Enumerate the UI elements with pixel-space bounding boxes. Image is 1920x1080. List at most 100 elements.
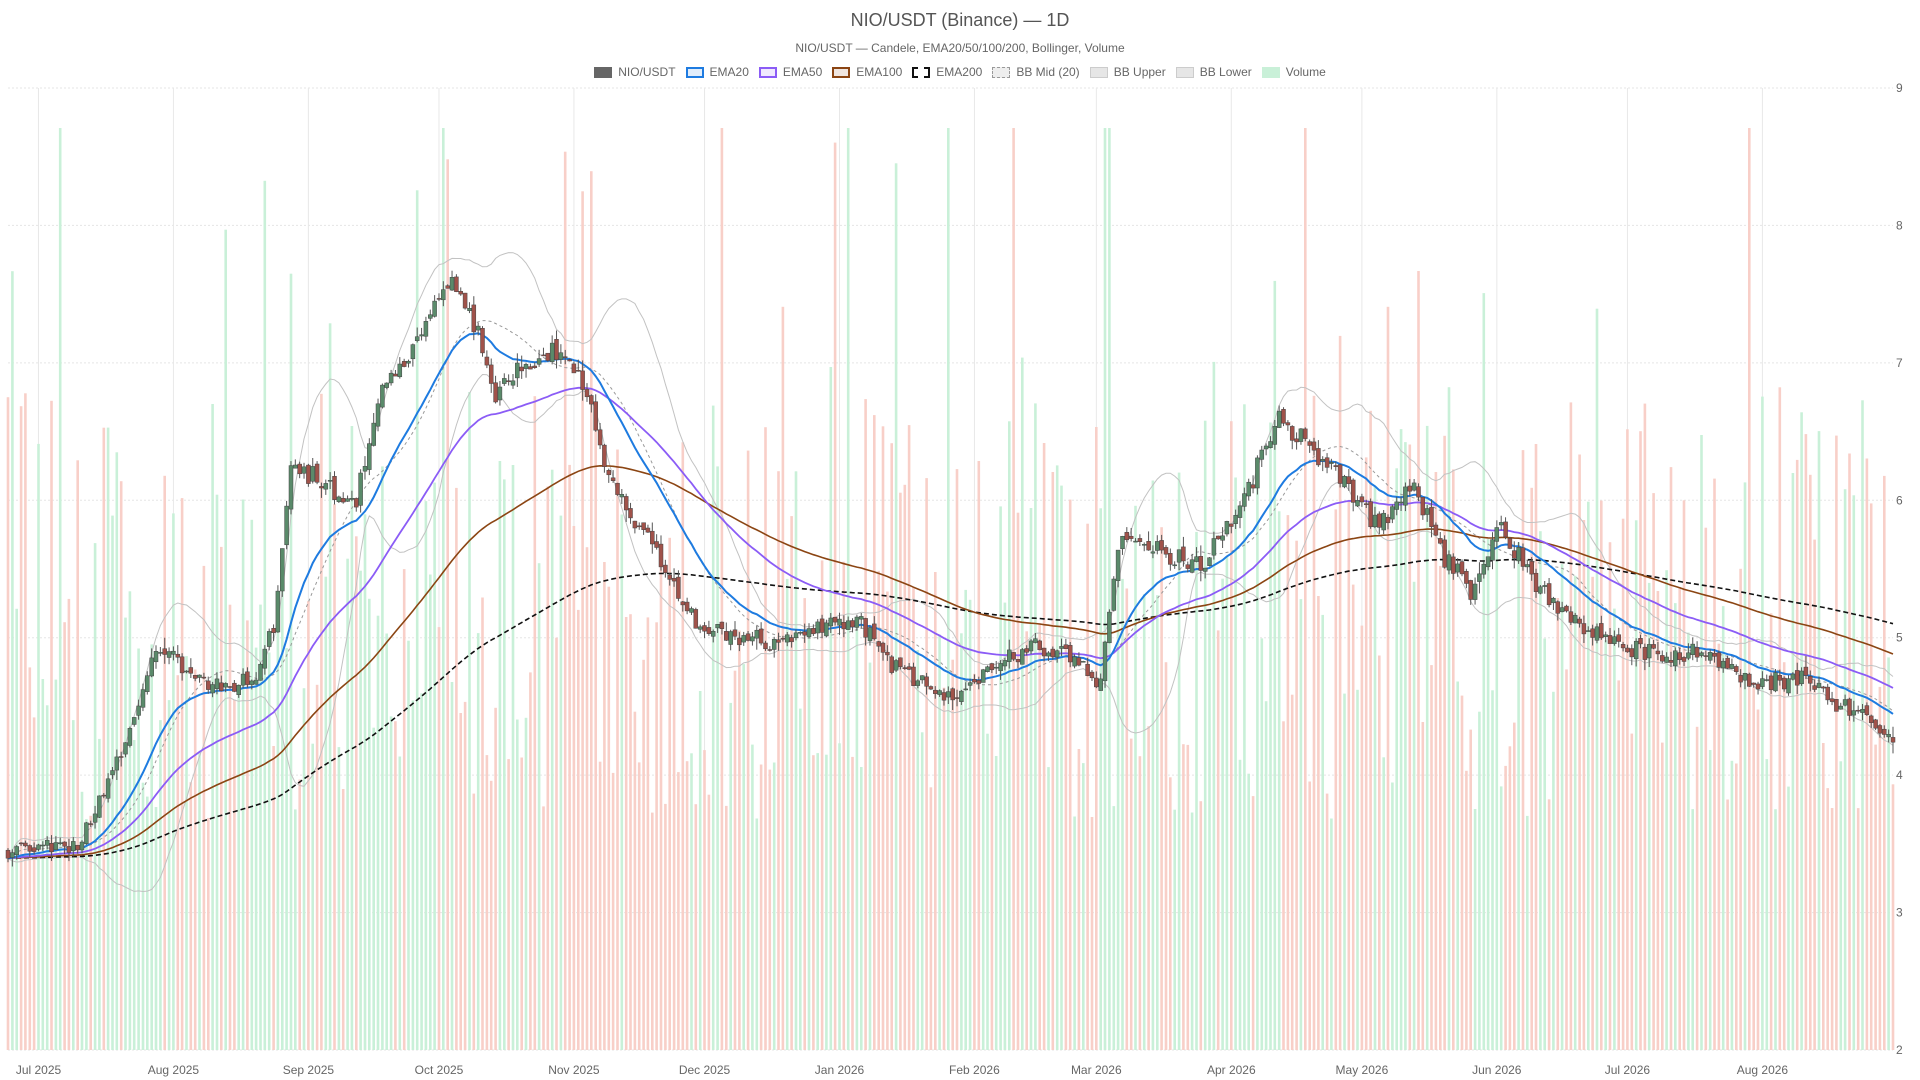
candle [118,751,124,767]
legend-item-7[interactable]: BB Lower [1175,64,1252,80]
candle [1503,517,1508,540]
candle-body [1259,449,1265,460]
volume-bar [163,475,166,1050]
volume-bar [568,464,571,1050]
volume-bar [1539,531,1542,1050]
candle [1586,626,1591,632]
candle [1237,501,1243,529]
candle-body [1311,441,1317,451]
candle [1124,527,1130,543]
candle [1734,664,1739,675]
candle [1821,685,1826,693]
legend-item-5[interactable]: BB Mid (20) [992,64,1080,80]
candle [236,684,241,698]
candle-body [1337,464,1343,484]
volume-bar [903,484,907,1050]
legend-item-1[interactable]: EMA20 [685,64,749,80]
volume-bar [1425,425,1429,1050]
candle-body [1794,670,1800,686]
candle [1642,643,1648,671]
candle [737,632,742,652]
candle [832,616,838,626]
volume-bar [455,487,458,1050]
candle-body [397,363,403,378]
candle [1085,657,1090,677]
volume-bar [1421,722,1425,1050]
candle [1777,669,1783,686]
candle [1015,659,1021,669]
volume-bar [1534,444,1538,1050]
candle [206,676,211,694]
candle [1424,504,1430,522]
legend-item-0[interactable]: NIO/USDT [594,64,676,80]
candle-body [480,328,485,354]
candle [1468,579,1473,605]
candle [5,848,11,863]
candle-body [175,653,181,658]
volume-bar [1160,527,1163,1050]
volume-bar [1748,128,1751,1050]
volume-bar [550,469,554,1050]
candle [388,369,394,386]
candle [1712,649,1717,663]
volume-bar [1804,434,1808,1051]
volume-bar [934,572,937,1050]
volume-bar [263,180,267,1051]
candle [223,682,228,693]
candle [902,665,908,670]
legend-item-6[interactable]: BB Upper [1089,64,1166,80]
candle [1699,651,1704,658]
candle [232,680,237,693]
volume-bar [833,142,837,1051]
legend-label: EMA50 [782,65,823,79]
candle [1599,615,1604,640]
volume-bar [524,717,528,1050]
volume-bar [790,516,793,1050]
volume-bar [1351,584,1355,1050]
volume-bar [76,460,79,1050]
volume-bar [1360,625,1364,1050]
volume-bar [311,743,314,1050]
volume-bar [355,536,358,1050]
candle-body [1429,506,1434,527]
candle-body [1768,675,1774,691]
candle [1255,455,1260,495]
candle-body [1424,508,1430,515]
volume-bar [1277,511,1281,1050]
legend-item-2[interactable]: EMA50 [758,64,823,80]
candle [1538,585,1543,595]
candle [758,622,764,646]
candle [1681,656,1687,666]
candle [31,842,37,855]
candle [1890,726,1896,754]
volume-bar [1856,808,1860,1050]
candle [149,648,154,678]
candle-body [946,691,951,698]
volume-bar [1116,559,1120,1050]
x-tick-label: Aug 2025 [148,1063,200,1077]
candle [650,522,655,554]
volume-bar [1243,404,1246,1050]
candle-body [1390,506,1395,520]
legend-item-3[interactable]: EMA100 [832,64,902,80]
legend-item-4[interactable]: EMA200 [912,64,982,80]
volume-bar [1656,591,1660,1050]
candle [1041,647,1047,662]
candle [36,843,41,852]
volume-bar [415,190,419,1051]
candle-body [445,285,450,289]
volume-bar [711,405,715,1051]
candle-body [776,639,781,643]
volume-bar [1513,722,1516,1050]
chart-legend[interactable]: NIO/USDT EMA20 EMA50 EMA100 EMA200 BB Mid (20… [0,64,1920,80]
candle [1860,704,1865,721]
volume-bar [1412,581,1416,1050]
candle-body [1420,496,1426,516]
volume-bar [742,664,745,1050]
volume-bar [563,151,567,1050]
candle-body [214,678,220,689]
legend-item-8[interactable]: Volume [1261,64,1326,80]
candle [1773,669,1778,693]
candle-body [1812,685,1817,690]
candle-body [184,670,189,673]
